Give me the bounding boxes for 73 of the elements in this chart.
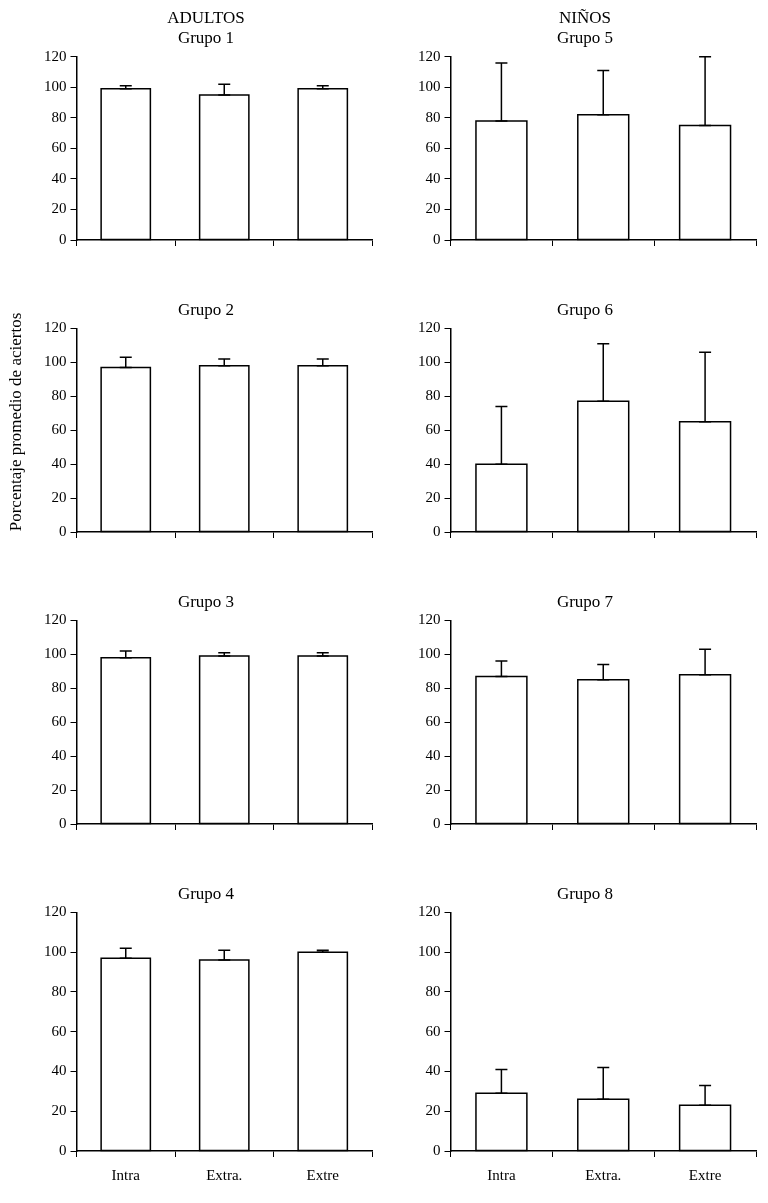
y-tick-label: 100 [44, 943, 67, 960]
x-tick-label: Extre [306, 1166, 340, 1183]
chart-title: NIÑOS [559, 7, 611, 27]
y-tick-label: 120 [418, 611, 441, 628]
y-tick-label: 20 [51, 1102, 67, 1119]
y-tick-label: 100 [44, 645, 67, 662]
y-tick-label: 80 [51, 679, 67, 696]
y-tick-label: 20 [425, 781, 441, 797]
y-tick-label: 80 [425, 982, 441, 999]
y-tick-label: 0 [433, 814, 441, 831]
x-tick-label: Extra. [206, 1166, 243, 1183]
y-tick-label: 40 [425, 747, 441, 764]
y-tick-label: 0 [433, 1141, 441, 1158]
y-tick-label: 120 [418, 47, 441, 64]
y-tick-label: 0 [59, 1141, 67, 1158]
y-tick-label: 60 [425, 421, 441, 438]
y-tick-label: 80 [425, 387, 441, 404]
chart-title: ADULTOS [167, 7, 245, 27]
y-tick-label: 100 [418, 943, 441, 960]
chart-title: Grupo 7 [556, 591, 614, 611]
y-tick-label: 120 [44, 47, 67, 64]
y-tick-label: 0 [433, 230, 441, 247]
y-tick-label: 20 [51, 781, 67, 797]
y-tick-label: 60 [425, 139, 441, 156]
y-tick-label: 40 [425, 1062, 441, 1079]
y-tick-label: 120 [44, 611, 67, 628]
y-tick-label: 80 [51, 982, 67, 999]
y-tick-label: 100 [418, 353, 441, 370]
chart-title: Grupo 6 [556, 299, 614, 319]
y-tick-label: 40 [425, 169, 441, 186]
y-tick-label: 120 [418, 319, 441, 336]
y-tick-label: 60 [425, 713, 441, 730]
y-tick-label: 20 [425, 1102, 441, 1119]
y-axis-title: Porcentaje promedio de aciertos [6, 312, 26, 532]
y-tick-label: 120 [44, 319, 67, 336]
chart-title: Grupo 8 [556, 883, 614, 903]
y-tick-label: 0 [59, 522, 67, 539]
chart-title: Grupo 2 [177, 299, 235, 319]
chart-subtitle: Grupo 5 [556, 28, 614, 48]
y-tick-label: 60 [51, 1022, 67, 1039]
y-tick-label: 20 [425, 489, 441, 505]
chart-title: Grupo 3 [177, 591, 235, 611]
y-tick-label: 60 [425, 1022, 441, 1039]
y-tick-label: 80 [51, 387, 67, 404]
y-tick-label: 20 [425, 200, 441, 217]
y-tick-label: 100 [44, 353, 67, 370]
y-tick-label: 80 [425, 679, 441, 696]
y-tick-label: 80 [425, 108, 441, 125]
y-tick-label: 120 [418, 903, 441, 920]
y-tick-label: 100 [44, 78, 67, 95]
y-tick-label: 60 [51, 421, 67, 438]
x-tick-label: Extre [688, 1166, 722, 1183]
y-tick-label: 40 [51, 1062, 67, 1079]
y-tick-label: 40 [51, 455, 67, 472]
y-tick-label: 40 [51, 169, 67, 186]
y-tick-label: 40 [51, 747, 67, 764]
x-tick-label: Intra [111, 1166, 141, 1183]
y-tick-label: 0 [433, 522, 441, 539]
y-tick-label: 120 [44, 903, 67, 920]
x-tick-label: Intra [487, 1166, 516, 1183]
y-tick-label: 100 [418, 645, 441, 662]
y-tick-label: 80 [51, 108, 67, 125]
y-tick-label: 100 [418, 78, 441, 95]
chart-subtitle: Grupo 1 [177, 28, 235, 48]
y-tick-label: 0 [59, 814, 67, 831]
y-tick-label: 40 [425, 455, 441, 472]
x-tick-label: Extra. [585, 1166, 622, 1183]
y-tick-label: 0 [59, 230, 67, 247]
chart-title: Grupo 4 [177, 883, 235, 903]
y-tick-label: 20 [51, 200, 67, 217]
y-tick-label: 60 [51, 139, 67, 156]
y-tick-label: 20 [51, 489, 67, 505]
y-tick-label: 60 [51, 713, 67, 730]
